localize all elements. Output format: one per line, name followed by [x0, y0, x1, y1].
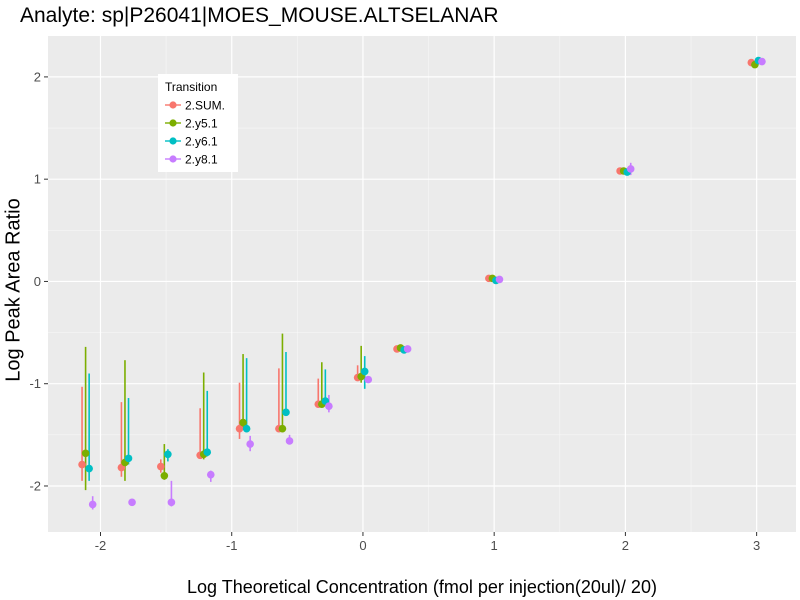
data-point — [156, 462, 165, 471]
data-point — [81, 449, 90, 458]
y-tick-label: -2 — [29, 478, 41, 493]
x-tick-label: 1 — [491, 538, 498, 553]
legend-entry-label: 2.y6.1 — [185, 134, 218, 148]
data-point — [364, 375, 373, 384]
y-tick-label: 0 — [34, 274, 41, 289]
data-point — [325, 402, 333, 411]
y-tick-label: 2 — [34, 69, 41, 84]
data-point — [239, 418, 247, 427]
y-tick-label: -1 — [29, 376, 41, 391]
legend-key-point — [169, 137, 177, 145]
data-point — [242, 424, 251, 433]
data-point — [164, 450, 172, 459]
data-point — [495, 275, 504, 284]
x-axis-label: Log Theoretical Concentration (fmol per … — [187, 577, 657, 597]
data-point — [626, 165, 635, 173]
data-point — [235, 424, 244, 433]
data-point — [360, 367, 369, 376]
data-point — [758, 57, 766, 66]
legend-key-point — [169, 101, 177, 109]
x-tick-label: 3 — [753, 538, 760, 553]
legend: Transition 2.SUM. 2.y5.1 2.y6.1 2.y8.1 — [158, 74, 238, 172]
data-point — [128, 498, 136, 507]
chart-title: Analyte: sp|P26041|MOES_MOUSE.ALTSELANAR — [20, 4, 499, 27]
data-point — [282, 408, 290, 417]
legend-key-point — [169, 155, 177, 163]
x-tick-label: 2 — [622, 538, 629, 553]
data-point — [85, 464, 93, 473]
x-tick-label: -2 — [95, 538, 107, 553]
data-point — [285, 437, 294, 445]
data-point — [78, 460, 86, 469]
data-point — [88, 500, 97, 509]
legend-entry-label: 2.SUM. — [185, 98, 225, 112]
data-point — [278, 424, 287, 433]
data-point — [160, 471, 169, 480]
data-point — [206, 470, 215, 479]
legend-title: Transition — [165, 80, 217, 94]
y-tick-label: 1 — [34, 172, 41, 187]
legend-key-point — [169, 119, 177, 127]
x-tick-label: 0 — [359, 538, 366, 553]
data-point — [403, 345, 412, 353]
x-tick-label: -1 — [226, 538, 238, 553]
legend-entry-label: 2.y8.1 — [185, 152, 218, 166]
data-point — [203, 448, 212, 457]
data-point — [246, 440, 254, 448]
data-point — [167, 498, 176, 507]
plot-panel: -2 -1 0 1 2 3 -2 -1 0 1 2 Transition 2.SUM. 2.y5.1 2.y… — [29, 36, 796, 553]
legend-entry-label: 2.y5.1 — [185, 116, 218, 130]
data-point — [124, 454, 133, 463]
